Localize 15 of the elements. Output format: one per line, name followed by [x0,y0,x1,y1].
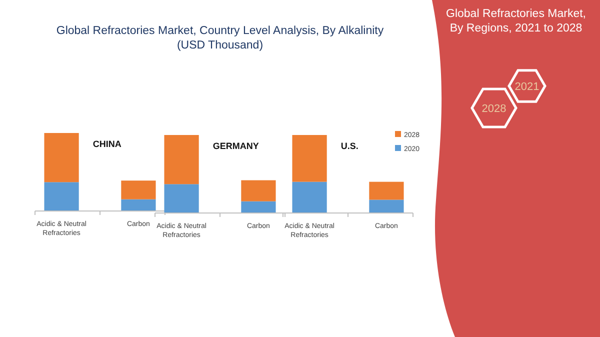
text: GERMANY [212,141,259,151]
bar [121,199,156,211]
text: 2021 [514,81,540,93]
text: Global Refractories Market, Country Level Analysis, By Alkalinity (USD Thousand) [56,25,384,52]
text: U.S. [340,141,358,151]
bar [44,182,79,211]
text: 2028 [482,103,506,115]
bar [241,201,276,213]
bar [121,180,156,200]
bar [241,180,276,202]
text: Global Refractories Market, By Regions, 2021 to 2028 [446,8,586,34]
bar [44,133,79,182]
bar [164,135,199,184]
text: CHINA [92,139,122,149]
bar [164,184,199,213]
